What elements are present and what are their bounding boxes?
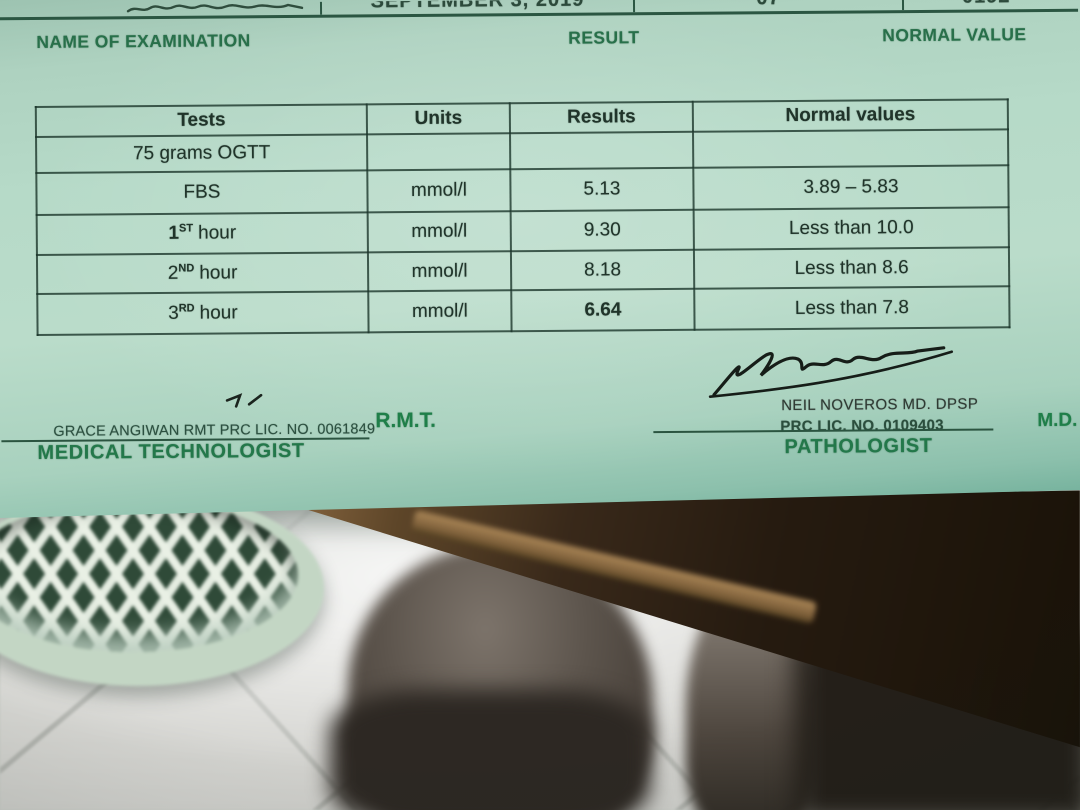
top-cell-number: 0192	[904, 0, 1078, 10]
cell-normal: 3.89 – 5.83	[693, 165, 1009, 210]
basket-weave-pattern	[0, 498, 298, 652]
cell-result: 6.64	[511, 288, 695, 332]
cell-result: 8.18	[510, 249, 695, 291]
pathologist-license-text: PRC LIC. NO. 0109403	[780, 416, 944, 436]
left-leg-shadow	[330, 690, 650, 810]
handwriting-scribble	[126, 3, 304, 13]
table-row-3rd-hour: 3RD hour mmol/l 6.64 Less than 7.8	[37, 286, 1010, 335]
cell-test: 1ST hour	[36, 212, 368, 255]
pathologist-signature	[708, 346, 954, 398]
cell-test: 75 grams OGTT	[36, 134, 368, 173]
cell-test: 3RD hour	[37, 291, 369, 335]
header-normal: Normal values	[692, 99, 1008, 132]
cell-test: 2ND hour	[36, 252, 369, 294]
cell-normal: Less than 8.6	[693, 247, 1010, 289]
label-name-of-examination: NAME OF EXAMINATION	[36, 30, 251, 52]
date-text: SEPTEMBER 3, 2019	[370, 0, 585, 13]
top-partial-number: 0192	[962, 0, 1078, 9]
cell-normal: Less than 7.8	[694, 286, 1010, 330]
results-table: Tests Units Results Normal values 75 gra…	[35, 98, 1011, 336]
label-normal-value: NORMAL VALUE	[882, 24, 1027, 46]
pathologist-credential: M.D.	[1037, 409, 1078, 432]
cell-result: 9.30	[510, 209, 694, 252]
top-value-text: 07	[635, 0, 902, 11]
cell-units: mmol/l	[367, 251, 512, 292]
top-cell-value: 07	[634, 0, 905, 13]
woven-basket	[0, 490, 324, 686]
label-result: RESULT	[568, 27, 640, 48]
technologist-credential: R.M.T.	[375, 408, 437, 433]
top-cell-date: SEPTEMBER 3, 2019	[321, 0, 636, 15]
cell-units: mmol/l	[368, 290, 512, 333]
technologist-title: MEDICAL TECHNOLOGIST	[37, 439, 305, 464]
pathologist-name-text: NEIL NOVEROS MD. DPSP	[781, 395, 979, 415]
cell-units: mmol/l	[367, 169, 511, 213]
lab-report-content: SEPTEMBER 3, 2019 07 0192 NAME OF EXAMIN…	[0, 0, 1079, 464]
cell-result	[510, 131, 694, 170]
header-results: Results	[509, 101, 694, 134]
pathologist-title: PATHOLOGIST	[784, 434, 933, 459]
top-cell-handwritten	[0, 1, 323, 18]
cell-normal	[693, 129, 1009, 168]
cell-units: mmol/l	[367, 211, 511, 253]
header-tests: Tests	[35, 104, 368, 137]
technologist-license-text: GRACE ANGIWAN RMT PRC LIC. NO. 0061849	[53, 421, 376, 440]
top-row-strip: SEPTEMBER 3, 2019 07 0192	[0, 0, 1079, 21]
cell-result: 5.13	[510, 167, 694, 212]
cell-normal: Less than 10.0	[693, 207, 1009, 250]
header-units: Units	[366, 103, 511, 135]
cell-test: FBS	[36, 170, 368, 215]
cell-units	[367, 133, 511, 171]
lab-report-paper: SEPTEMBER 3, 2019 07 0192 NAME OF EXAMIN…	[0, 0, 1080, 518]
technologist-signature-mark	[225, 393, 263, 408]
